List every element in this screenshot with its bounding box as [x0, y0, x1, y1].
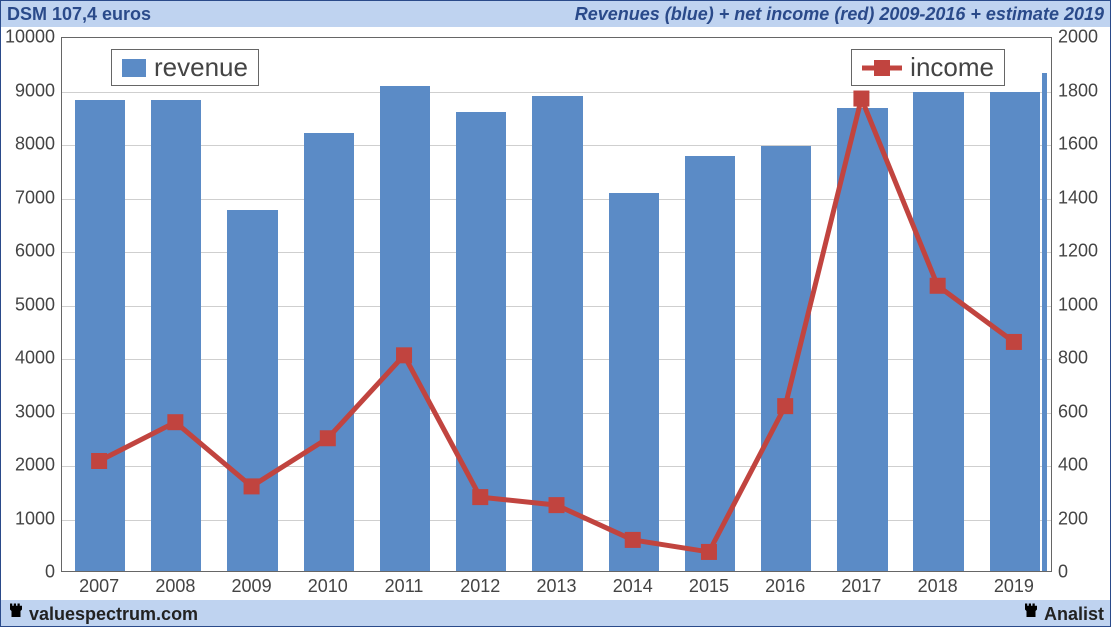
xtick: 2016 [765, 576, 805, 597]
income-marker [244, 478, 260, 494]
ytick-right: 1200 [1058, 241, 1098, 262]
header-right: Revenues (blue) + net income (red) 2009-… [575, 4, 1104, 25]
ytick-left: 1000 [1, 508, 55, 529]
ytick-right: 200 [1058, 508, 1088, 529]
rook-icon [1022, 602, 1040, 620]
ytick-right: 800 [1058, 348, 1088, 369]
ytick-left: 3000 [1, 401, 55, 422]
legend-swatch-bar [122, 59, 146, 77]
ytick-right: 600 [1058, 401, 1088, 422]
header-left: DSM 107,4 euros [7, 4, 151, 25]
income-marker [91, 453, 107, 469]
ytick-left: 6000 [1, 241, 55, 262]
income-line [99, 99, 1014, 552]
ytick-right: 1600 [1058, 134, 1098, 155]
income-marker [701, 544, 717, 560]
ytick-left: 9000 [1, 80, 55, 101]
income-marker [625, 532, 641, 548]
income-marker [930, 278, 946, 294]
ytick-right: 1800 [1058, 80, 1098, 101]
ytick-right: 2000 [1058, 27, 1098, 48]
chart-area: 0100020003000400050006000700080009000100… [1, 27, 1110, 602]
ytick-left: 2000 [1, 455, 55, 476]
footer-bar: valuespectrum.com Analist [1, 600, 1110, 626]
footer-left: valuespectrum.com [7, 602, 198, 625]
xtick: 2013 [536, 576, 576, 597]
ytick-right: 0 [1058, 562, 1068, 583]
income-marker [320, 430, 336, 446]
legend-income: income [851, 49, 1005, 86]
xtick: 2018 [918, 576, 958, 597]
income-marker [167, 414, 183, 430]
income-marker [549, 497, 565, 513]
legend-swatch-line [862, 58, 902, 78]
ytick-left: 8000 [1, 134, 55, 155]
footer-right-text: Analist [1044, 604, 1104, 624]
legend-revenue: revenue [111, 49, 259, 86]
xtick: 2011 [385, 576, 424, 597]
xtick: 2010 [308, 576, 348, 597]
footer-left-text: valuespectrum.com [29, 604, 198, 624]
ytick-left: 5000 [1, 294, 55, 315]
header-bar: DSM 107,4 euros Revenues (blue) + net in… [1, 1, 1110, 27]
footer-right: Analist [1022, 602, 1104, 625]
rook-icon [7, 602, 25, 620]
ytick-left: 4000 [1, 348, 55, 369]
xtick: 2014 [613, 576, 653, 597]
income-marker [853, 91, 869, 107]
ytick-right: 1000 [1058, 294, 1098, 315]
ytick-left: 0 [1, 562, 55, 583]
legend-income-label: income [910, 52, 994, 83]
xtick: 2015 [689, 576, 729, 597]
income-marker [472, 489, 488, 505]
ytick-left: 7000 [1, 187, 55, 208]
xtick: 2012 [460, 576, 500, 597]
xtick: 2007 [79, 576, 119, 597]
income-line-layer [1, 27, 1111, 602]
xtick: 2019 [994, 576, 1034, 597]
income-marker [1006, 334, 1022, 350]
ytick-right: 1400 [1058, 187, 1098, 208]
chart-container: DSM 107,4 euros Revenues (blue) + net in… [0, 0, 1111, 627]
ytick-left: 10000 [1, 27, 55, 48]
xtick: 2008 [155, 576, 195, 597]
xtick: 2009 [232, 576, 272, 597]
income-marker [777, 398, 793, 414]
income-marker [396, 347, 412, 363]
legend-revenue-label: revenue [154, 52, 248, 83]
ytick-right: 400 [1058, 455, 1088, 476]
xtick: 2017 [841, 576, 881, 597]
